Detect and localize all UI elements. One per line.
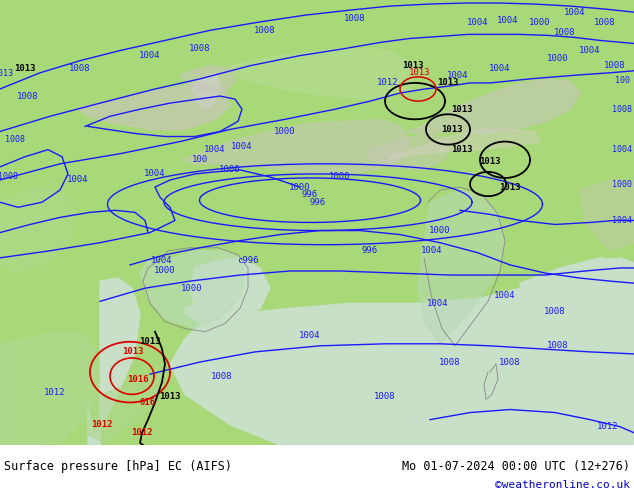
Text: 1008: 1008 (544, 307, 566, 316)
Text: 1004: 1004 (139, 51, 161, 60)
Text: 1012: 1012 (44, 388, 66, 397)
Polygon shape (192, 73, 220, 109)
Text: 1000: 1000 (547, 54, 569, 63)
Text: 996: 996 (310, 198, 326, 207)
Text: Surface pressure [hPa] EC (AIFS): Surface pressure [hPa] EC (AIFS) (4, 460, 232, 473)
Text: 1004: 1004 (564, 8, 586, 17)
Text: 1004: 1004 (467, 18, 489, 27)
Polygon shape (88, 374, 160, 443)
Polygon shape (368, 133, 450, 170)
Polygon shape (185, 293, 255, 329)
Text: 1004: 1004 (612, 145, 632, 154)
Text: 1004: 1004 (152, 256, 172, 266)
Text: 1008: 1008 (5, 135, 25, 144)
Text: 1013: 1013 (14, 64, 36, 74)
Text: 1013: 1013 (402, 61, 424, 70)
Text: 1008: 1008 (344, 14, 366, 23)
Text: 1004: 1004 (67, 175, 89, 185)
Text: 1004: 1004 (204, 145, 226, 154)
Text: 1008: 1008 (69, 64, 91, 74)
Text: c996: c996 (237, 256, 259, 266)
Text: 100: 100 (192, 155, 208, 164)
Text: 1012: 1012 (131, 428, 153, 437)
Text: 100: 100 (614, 76, 630, 85)
Text: 1000: 1000 (429, 226, 451, 235)
Polygon shape (405, 79, 580, 133)
Text: 1008: 1008 (439, 358, 461, 367)
Text: 1008: 1008 (190, 44, 210, 53)
Text: Mo 01-07-2024 00:00 UTC (12+276): Mo 01-07-2024 00:00 UTC (12+276) (402, 460, 630, 473)
Text: 1000: 1000 (289, 183, 311, 192)
Polygon shape (230, 49, 415, 99)
Text: 1013: 1013 (479, 157, 501, 166)
Text: 1013: 1013 (451, 145, 473, 154)
Text: 1004: 1004 (447, 72, 469, 80)
Polygon shape (418, 190, 505, 344)
Polygon shape (170, 258, 634, 445)
Text: 1013: 1013 (410, 68, 430, 77)
Text: 1000: 1000 (219, 166, 241, 174)
Text: 1013: 1013 (451, 105, 473, 114)
Text: 1000: 1000 (275, 127, 295, 136)
Polygon shape (0, 0, 634, 445)
Text: 1012: 1012 (597, 422, 619, 431)
Text: 1013: 1013 (0, 69, 13, 78)
Text: 1004: 1004 (579, 46, 601, 55)
Polygon shape (390, 129, 540, 160)
Text: 1013: 1013 (441, 125, 463, 134)
Text: 1008: 1008 (604, 61, 626, 70)
Text: 1004: 1004 (231, 142, 253, 151)
Text: 1013: 1013 (159, 392, 181, 401)
Polygon shape (88, 278, 140, 445)
Text: 1000: 1000 (329, 172, 351, 181)
Text: 1000: 1000 (612, 179, 632, 189)
Text: 1004: 1004 (145, 170, 165, 178)
Text: 1000: 1000 (154, 267, 176, 275)
Text: 1008: 1008 (499, 358, 521, 367)
Polygon shape (140, 251, 245, 329)
Polygon shape (78, 83, 230, 129)
Text: 1004: 1004 (427, 299, 449, 308)
Polygon shape (182, 120, 410, 174)
Text: 1004: 1004 (421, 246, 443, 255)
Text: 1004: 1004 (497, 16, 519, 24)
Text: 1008: 1008 (374, 392, 396, 401)
Text: 1000: 1000 (181, 284, 203, 293)
Text: 1008: 1008 (254, 26, 276, 35)
Text: 1008: 1008 (547, 342, 569, 350)
Text: 1013: 1013 (499, 183, 521, 192)
Polygon shape (0, 187, 75, 273)
Polygon shape (0, 334, 100, 445)
Text: 996: 996 (362, 246, 378, 255)
Text: 996: 996 (302, 190, 318, 198)
Text: 1012: 1012 (377, 78, 399, 87)
Text: ©weatheronline.co.uk: ©weatheronline.co.uk (495, 480, 630, 490)
Text: 1008: 1008 (554, 28, 576, 37)
Text: 1004: 1004 (495, 291, 515, 300)
Text: 1004: 1004 (489, 64, 511, 74)
Text: 1000: 1000 (529, 18, 551, 27)
Text: 1016: 1016 (127, 375, 149, 384)
Polygon shape (180, 66, 235, 93)
Text: 016: 016 (140, 398, 156, 407)
Text: 1013: 1013 (139, 337, 161, 346)
Text: 1008: 1008 (612, 105, 632, 114)
Text: 1013: 1013 (437, 78, 459, 87)
Text: 1004: 1004 (612, 216, 632, 225)
Text: 1008: 1008 (594, 18, 616, 27)
Text: 1008: 1008 (211, 371, 233, 381)
Polygon shape (580, 180, 634, 251)
Text: 1008: 1008 (0, 172, 18, 181)
Text: 1012: 1012 (91, 420, 113, 429)
Text: 1004: 1004 (299, 331, 321, 340)
Polygon shape (520, 258, 634, 394)
Text: 1013: 1013 (122, 347, 144, 356)
Polygon shape (190, 258, 270, 321)
Text: 1008: 1008 (17, 92, 39, 100)
